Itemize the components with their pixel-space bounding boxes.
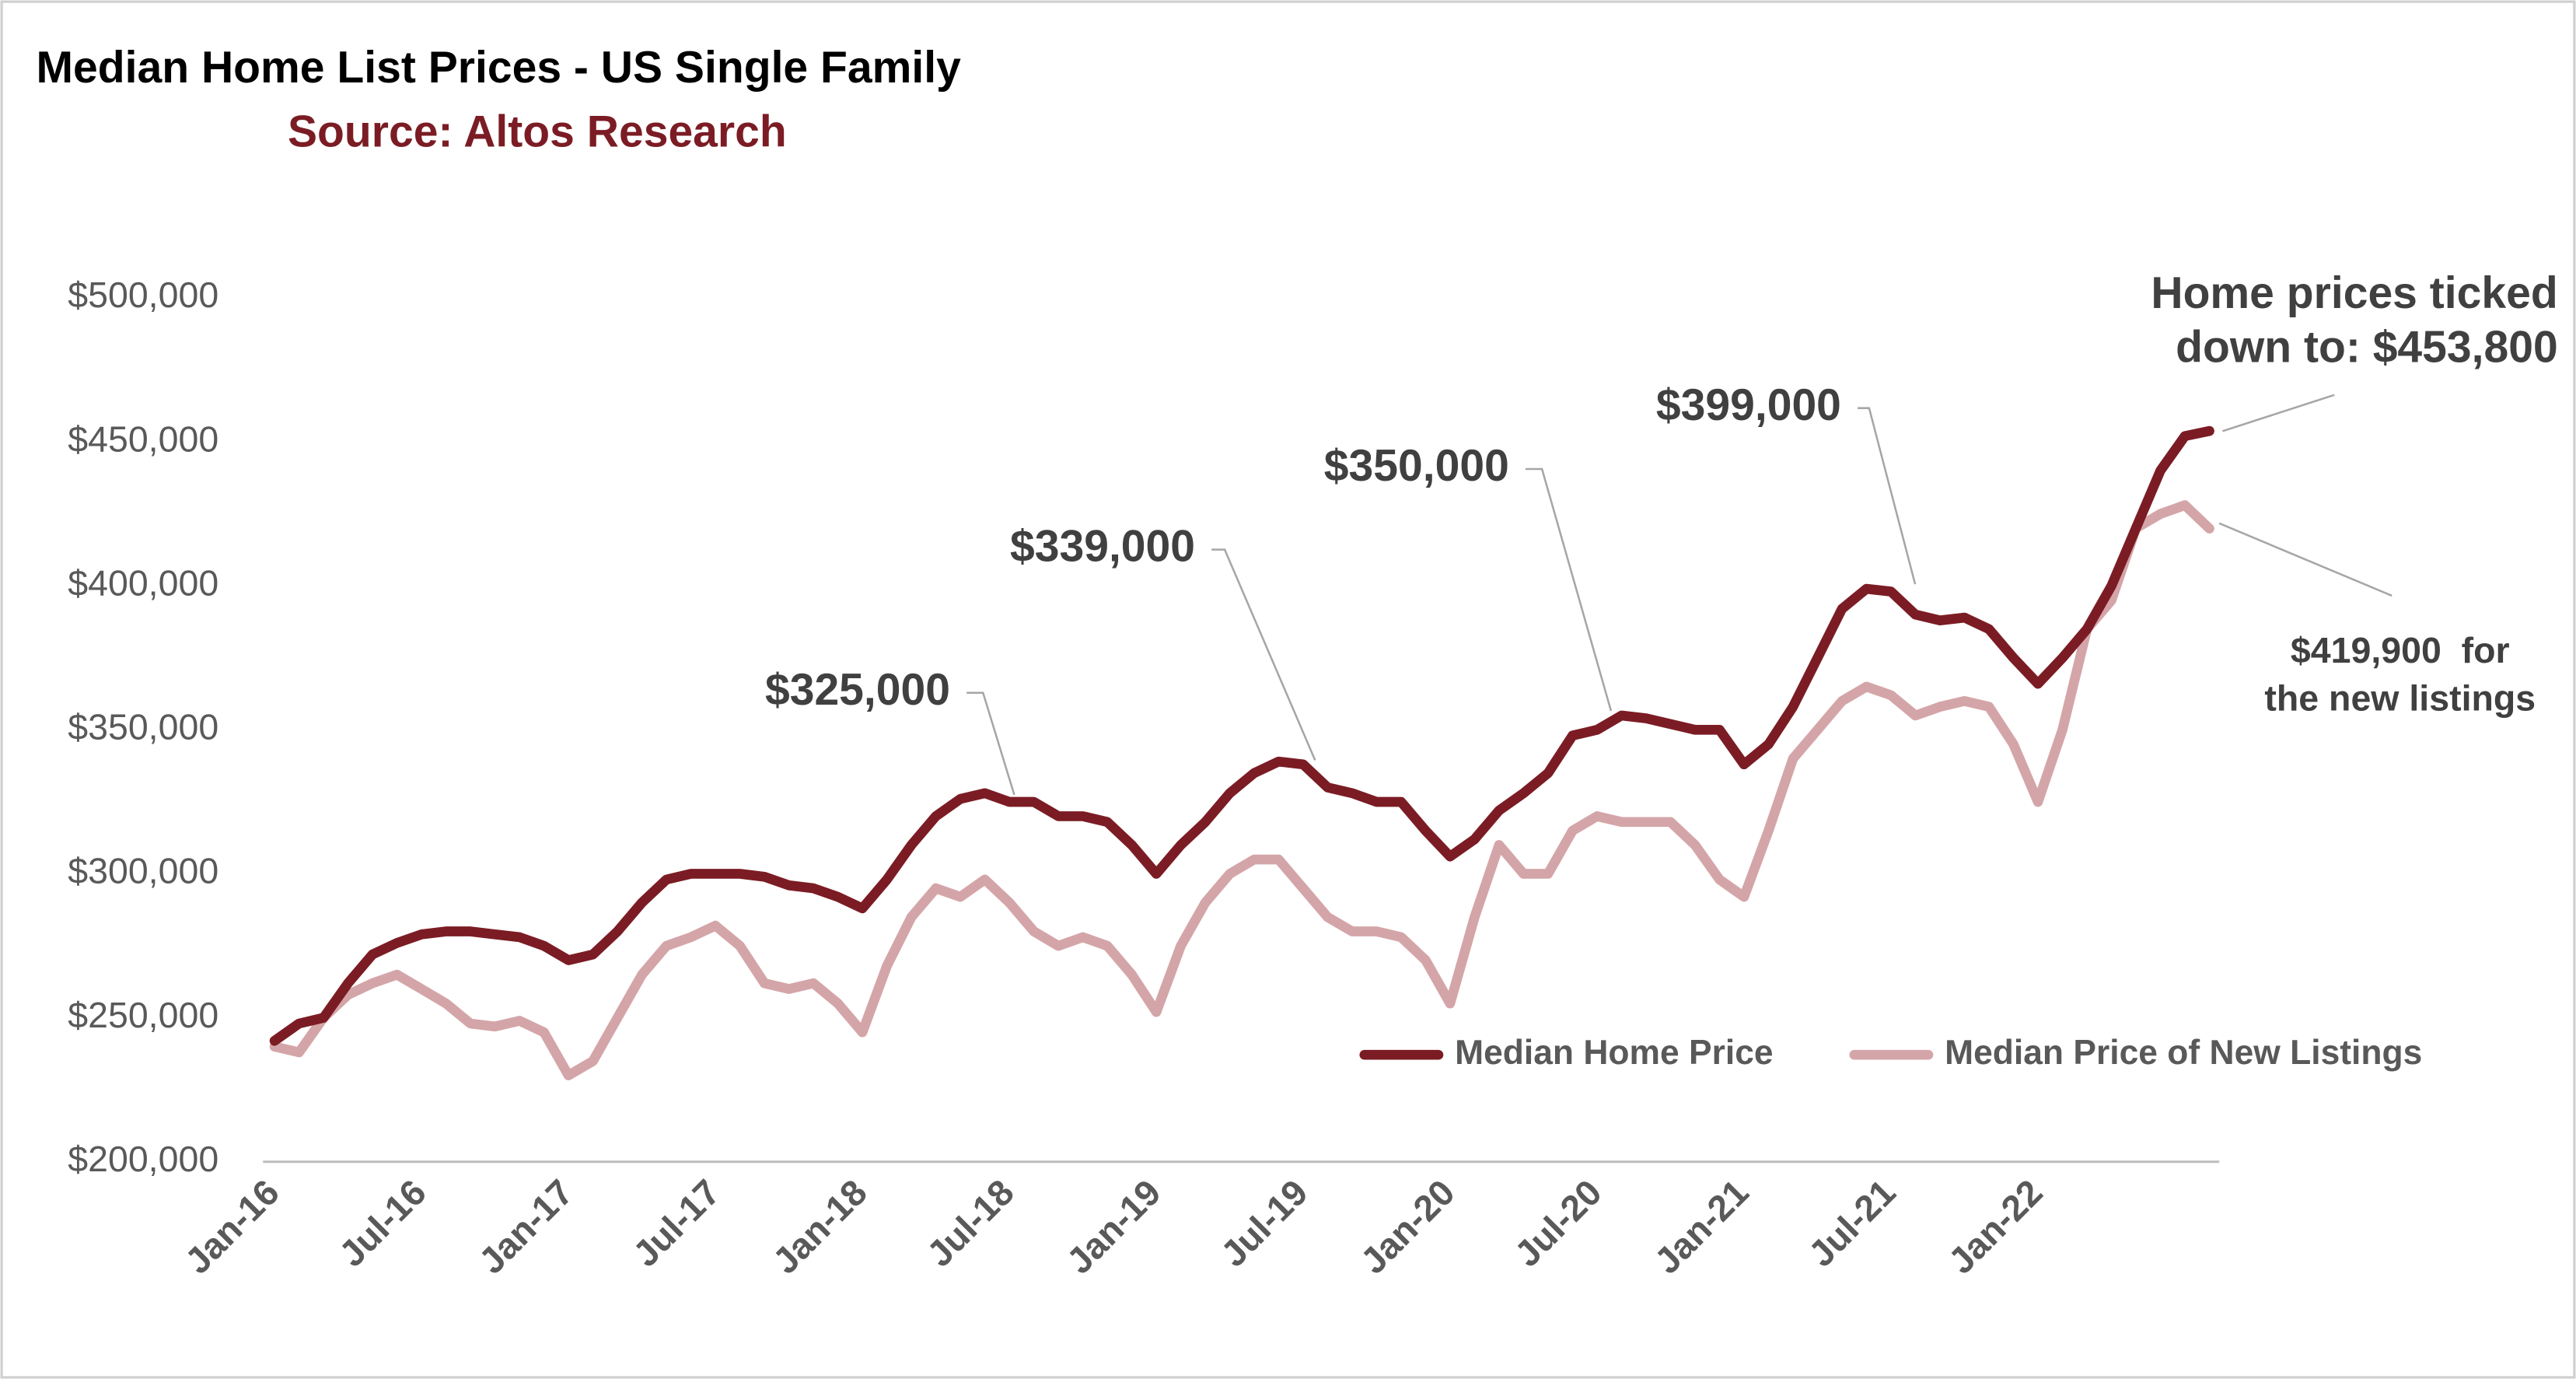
annotation: $350,000 [1324,441,1509,491]
legend-label: Median Price of New Listings [1945,1034,2422,1072]
annotation-leader [1858,407,1917,585]
y-tick-label: $450,000 [68,418,218,459]
y-tick-label: $250,000 [68,995,218,1035]
y-tick-label: $350,000 [68,707,218,747]
annotation: $339,000 [1010,522,1195,572]
legend-label: Median Home Price [1455,1034,1774,1072]
annotation: Home prices ticked [2151,268,2557,318]
annotation-leader [1211,548,1316,761]
annotation-leader [2222,394,2335,432]
y-tick-label: $500,000 [68,275,218,315]
annotation-leader [1526,467,1613,712]
series-line [269,500,2214,1080]
chart-subtitle: Source: Altos Research [288,107,787,157]
annotation: $325,000 [765,665,950,715]
y-tick-label: $300,000 [68,851,218,891]
series-line [269,425,2214,1046]
y-tick-label: $200,000 [68,1139,218,1179]
chart-title: Median Home List Prices - US Single Fami… [37,43,962,93]
annotation: $399,000 [1656,380,1841,430]
annotation: the new listings [2264,678,2536,719]
annotation-leader [2218,522,2392,597]
y-tick-label: $400,000 [68,562,218,603]
annotation: down to: $453,800 [2176,323,2558,373]
annotation-leader [966,691,1015,796]
annotation: $419,900 for [2291,630,2510,670]
